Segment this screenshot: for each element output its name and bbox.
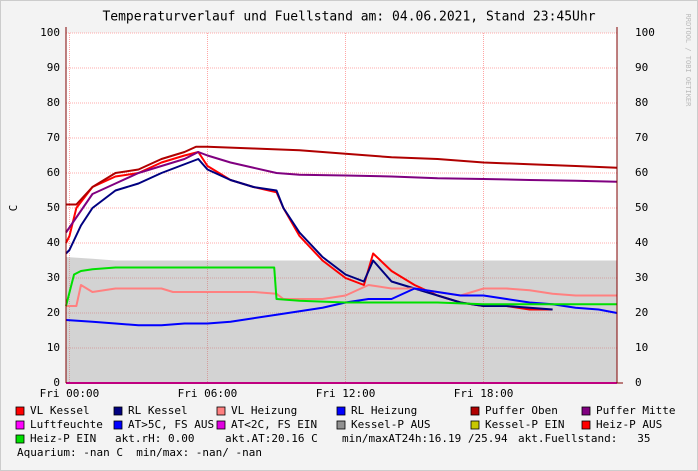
info-text: akt.rH: 0.00	[115, 432, 194, 445]
legend-swatch	[336, 406, 346, 416]
legend-swatch	[15, 420, 25, 430]
y2-tick-label: 50	[635, 201, 648, 214]
y2-tick-label: 70	[635, 131, 648, 144]
y2-tick-label: 30	[635, 271, 648, 284]
area	[66, 257, 617, 383]
legend-label: VL Heizung	[231, 404, 297, 417]
y-tick-label: 80	[47, 96, 60, 109]
legend-swatch	[470, 406, 480, 416]
y2-tick-label: 80	[635, 96, 648, 109]
legend-swatch	[336, 420, 346, 430]
y-axis-label: C	[7, 205, 20, 212]
legend-label: RL Heizung	[351, 404, 417, 417]
x-tick-label: Fri 00:00	[40, 387, 100, 400]
line	[66, 284, 617, 307]
y2-tick-label: 0	[635, 376, 642, 389]
line	[65, 151, 618, 234]
legend-swatch	[15, 406, 25, 416]
legend-swatch	[216, 420, 226, 430]
legend-label: Kessel-P AUS	[351, 418, 430, 431]
y2-tick-label: 40	[635, 236, 648, 249]
y-tick-label: 90	[47, 61, 60, 74]
y-tick-label: 0	[53, 376, 60, 389]
legend-label: Heiz-P AUS	[596, 418, 662, 431]
legend-swatch	[15, 434, 25, 444]
line	[65, 158, 553, 311]
y2-tick-label: 100	[635, 26, 655, 39]
legend-label: AT<2C, FS EIN	[231, 418, 317, 431]
legend-swatch	[113, 420, 123, 430]
legend-label: Heiz-P EIN	[30, 432, 96, 445]
y-tick-label: 100	[40, 26, 60, 39]
legend-swatch	[113, 406, 123, 416]
legend-label: RL Kessel	[128, 404, 188, 417]
info-text: akt.AT:20.16 C	[225, 432, 318, 445]
y-tick-label: 10	[47, 341, 60, 354]
line	[66, 145, 618, 206]
y-tick-label: 70	[47, 131, 60, 144]
y2-tick-label: 10	[635, 341, 648, 354]
info-text: Aquarium: -nan C min/max: -nan/ -nan	[17, 446, 262, 459]
legend-label: Puffer Mitte	[596, 404, 675, 417]
legend-swatch	[581, 406, 591, 416]
chart-title: Temperaturverlauf und Fuellstand am: 04.…	[102, 10, 595, 25]
y2-tick-label: 20	[635, 306, 648, 319]
line	[65, 266, 617, 307]
legend-label: Kessel-P EIN	[485, 418, 564, 431]
legend-label: Luftfeuchte	[30, 418, 103, 431]
x-tick-label: Fri 06:00	[178, 387, 238, 400]
y-tick-label: 60	[47, 166, 60, 179]
legend-label: Puffer Oben	[485, 404, 558, 417]
legend-label: AT>5C, FS AUS	[128, 418, 214, 431]
legend-label: VL Kessel	[30, 404, 90, 417]
legend-swatch	[470, 420, 480, 430]
info-text: akt.Fuellstand: 35	[518, 432, 650, 445]
info-text: min/maxAT24h:16.19 /25.94	[342, 432, 508, 445]
y2-tick-label: 60	[635, 166, 648, 179]
y-tick-label: 20	[47, 306, 60, 319]
x-tick-label: Fri 12:00	[316, 387, 376, 400]
y-tick-label: 30	[47, 271, 60, 284]
x-tick-label: Fri 18:00	[454, 387, 514, 400]
y2-tick-label: 90	[635, 61, 648, 74]
legend-swatch	[216, 406, 226, 416]
legend-swatch	[581, 420, 591, 430]
y-tick-label: 40	[47, 236, 60, 249]
watermark: RRDTOOL / TOBI OETIKER	[684, 14, 692, 108]
y-tick-label: 50	[47, 201, 60, 214]
